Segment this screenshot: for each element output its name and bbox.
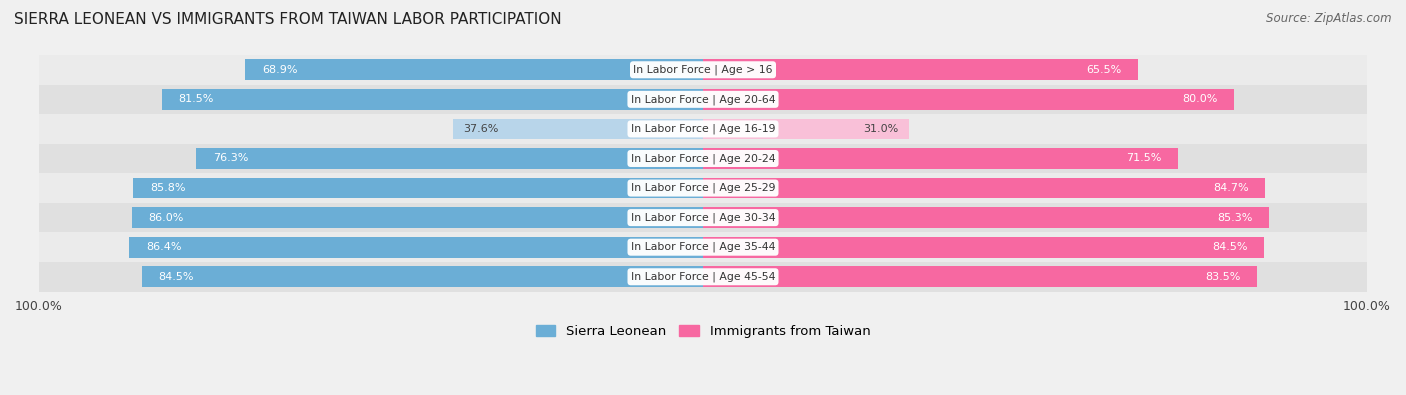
Bar xyxy=(39,144,1367,173)
Text: 86.0%: 86.0% xyxy=(149,213,184,223)
Bar xyxy=(129,237,703,258)
Text: 37.6%: 37.6% xyxy=(463,124,499,134)
Bar xyxy=(703,178,1265,198)
Text: SIERRA LEONEAN VS IMMIGRANTS FROM TAIWAN LABOR PARTICIPATION: SIERRA LEONEAN VS IMMIGRANTS FROM TAIWAN… xyxy=(14,12,561,27)
Bar xyxy=(39,55,1367,85)
Text: In Labor Force | Age 35-44: In Labor Force | Age 35-44 xyxy=(631,242,775,252)
Legend: Sierra Leonean, Immigrants from Taiwan: Sierra Leonean, Immigrants from Taiwan xyxy=(530,320,876,343)
Bar xyxy=(142,266,703,287)
Text: In Labor Force | Age 20-64: In Labor Force | Age 20-64 xyxy=(631,94,775,105)
Bar xyxy=(39,85,1367,114)
Text: 76.3%: 76.3% xyxy=(212,154,249,164)
Bar xyxy=(703,148,1178,169)
Bar xyxy=(453,118,703,139)
Text: 86.4%: 86.4% xyxy=(146,242,181,252)
Bar xyxy=(703,118,908,139)
Bar xyxy=(162,89,703,110)
Bar xyxy=(703,207,1270,228)
Bar xyxy=(39,262,1367,292)
Bar xyxy=(39,232,1367,262)
Text: 65.5%: 65.5% xyxy=(1085,65,1122,75)
Bar xyxy=(39,173,1367,203)
Text: In Labor Force | Age 16-19: In Labor Force | Age 16-19 xyxy=(631,124,775,134)
Text: In Labor Force | Age 20-24: In Labor Force | Age 20-24 xyxy=(631,153,775,164)
Text: In Labor Force | Age 30-34: In Labor Force | Age 30-34 xyxy=(631,213,775,223)
Text: 85.3%: 85.3% xyxy=(1218,213,1253,223)
Bar xyxy=(197,148,703,169)
Text: 81.5%: 81.5% xyxy=(179,94,214,104)
Text: In Labor Force | Age 25-29: In Labor Force | Age 25-29 xyxy=(631,183,775,193)
Text: 84.5%: 84.5% xyxy=(1212,242,1247,252)
Bar xyxy=(703,237,1264,258)
Text: 84.5%: 84.5% xyxy=(159,272,194,282)
Text: Source: ZipAtlas.com: Source: ZipAtlas.com xyxy=(1267,12,1392,25)
Text: 71.5%: 71.5% xyxy=(1126,154,1161,164)
Text: In Labor Force | Age 45-54: In Labor Force | Age 45-54 xyxy=(631,271,775,282)
Text: In Labor Force | Age > 16: In Labor Force | Age > 16 xyxy=(633,64,773,75)
Text: 68.9%: 68.9% xyxy=(262,65,298,75)
Text: 80.0%: 80.0% xyxy=(1182,94,1218,104)
Bar xyxy=(703,89,1234,110)
Text: 85.8%: 85.8% xyxy=(150,183,186,193)
Bar xyxy=(703,266,1257,287)
Bar xyxy=(246,59,703,80)
Bar xyxy=(39,114,1367,144)
Bar xyxy=(703,59,1137,80)
Bar xyxy=(132,207,703,228)
Bar xyxy=(39,203,1367,232)
Text: 31.0%: 31.0% xyxy=(863,124,898,134)
Text: 84.7%: 84.7% xyxy=(1213,183,1249,193)
Text: 83.5%: 83.5% xyxy=(1205,272,1241,282)
Bar xyxy=(134,178,703,198)
